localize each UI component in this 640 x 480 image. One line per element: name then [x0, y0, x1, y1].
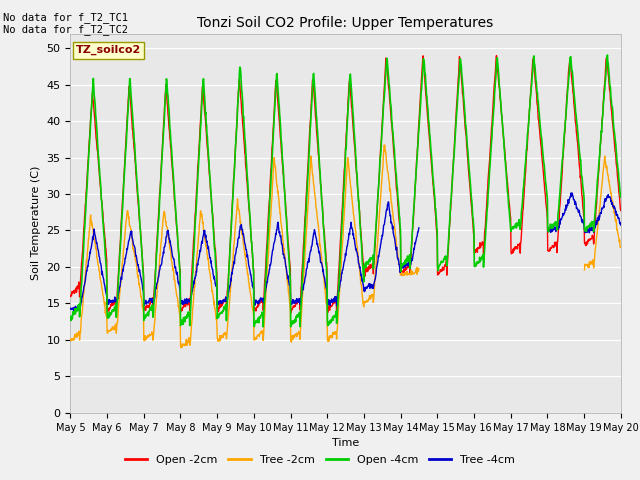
- Text: No data for f_T2_TC1: No data for f_T2_TC1: [3, 12, 128, 23]
- X-axis label: Time: Time: [332, 438, 359, 448]
- Legend: Open -2cm, Tree -2cm, Open -4cm, Tree -4cm: Open -2cm, Tree -2cm, Open -4cm, Tree -4…: [120, 451, 520, 469]
- Text: TZ_soilco2: TZ_soilco2: [76, 45, 141, 55]
- Text: No data for f_T2_TC2: No data for f_T2_TC2: [3, 24, 128, 35]
- Y-axis label: Soil Temperature (C): Soil Temperature (C): [31, 166, 41, 280]
- Title: Tonzi Soil CO2 Profile: Upper Temperatures: Tonzi Soil CO2 Profile: Upper Temperatur…: [198, 16, 493, 30]
